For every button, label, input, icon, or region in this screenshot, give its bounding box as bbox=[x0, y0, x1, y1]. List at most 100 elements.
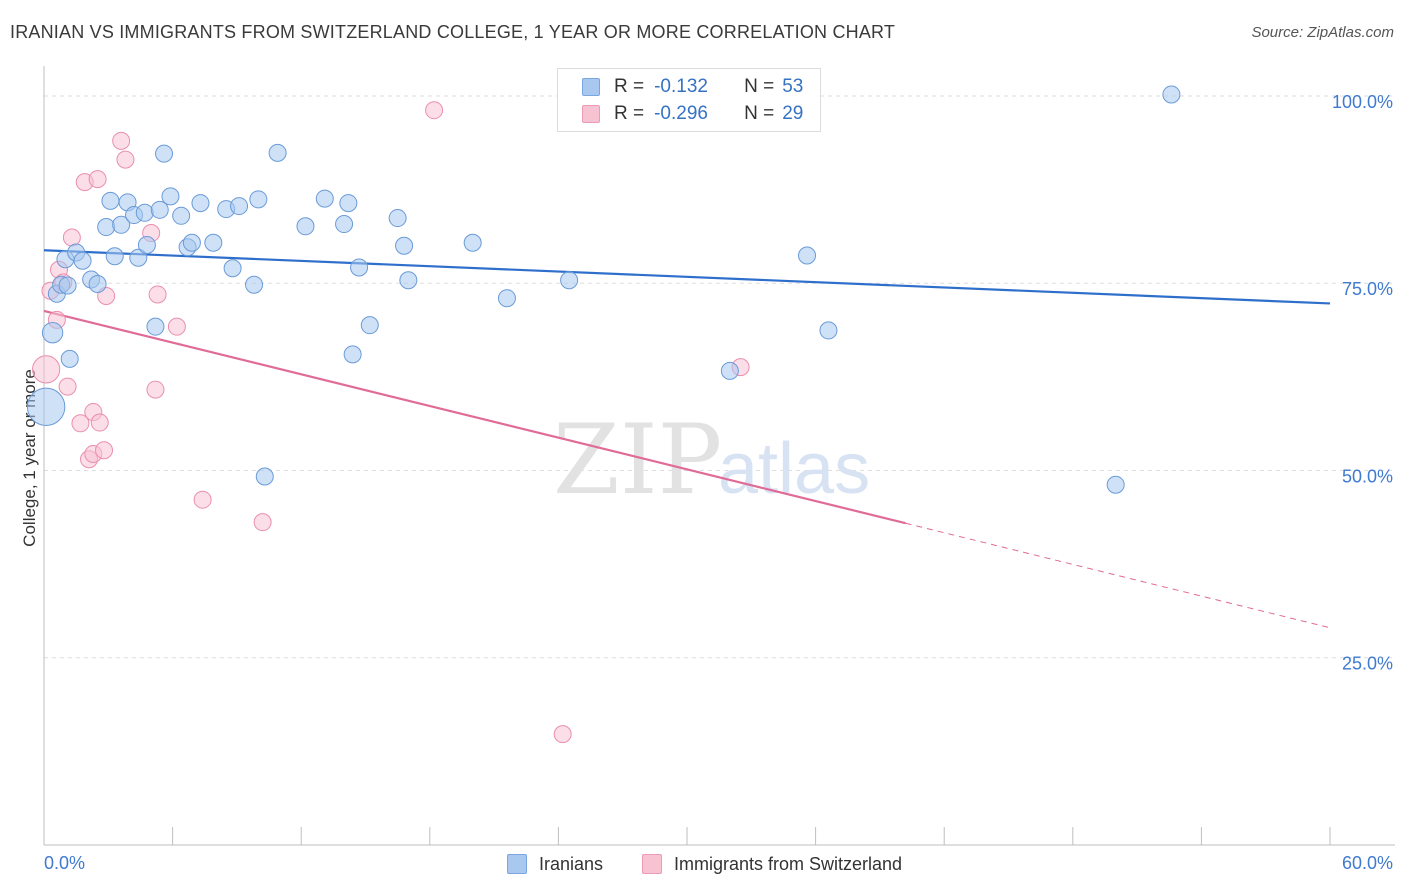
point-iranians bbox=[204, 233, 223, 252]
legend-item-iranians: Iranians bbox=[507, 852, 603, 876]
point-iranians bbox=[350, 258, 369, 277]
watermark-zip: ZIP bbox=[553, 404, 722, 516]
legend-swatch-iranians bbox=[507, 854, 527, 874]
point-switzerland bbox=[71, 414, 90, 433]
point-iranians bbox=[26, 387, 66, 427]
r-value: -0.296 bbox=[654, 103, 708, 124]
point-switzerland bbox=[90, 413, 109, 432]
point-iranians bbox=[339, 194, 358, 213]
point-switzerland bbox=[553, 725, 572, 744]
point-switzerland bbox=[253, 513, 272, 532]
point-iranians bbox=[335, 215, 354, 234]
point-switzerland bbox=[62, 228, 81, 247]
point-iranians bbox=[399, 271, 418, 290]
legend-swatch-iranians bbox=[582, 78, 600, 96]
point-iranians bbox=[60, 349, 79, 368]
point-iranians bbox=[245, 275, 264, 294]
r-label: R = bbox=[614, 103, 645, 124]
point-iranians bbox=[146, 317, 165, 336]
point-iranians bbox=[268, 143, 287, 162]
point-switzerland bbox=[193, 490, 212, 509]
point-iranians bbox=[223, 259, 242, 278]
point-iranians bbox=[161, 187, 180, 206]
point-iranians bbox=[1162, 85, 1181, 104]
y-tick-label: 25.0% bbox=[1342, 654, 1393, 674]
legend-item-switzerland: Immigrants from Switzerland bbox=[642, 852, 902, 876]
n-label: N = bbox=[744, 76, 775, 97]
point-iranians bbox=[1106, 475, 1125, 494]
point-switzerland bbox=[32, 355, 61, 384]
legend-label: Immigrants from Switzerland bbox=[674, 853, 903, 874]
point-iranians bbox=[255, 467, 274, 486]
n-label: N = bbox=[744, 103, 775, 124]
point-iranians bbox=[41, 321, 64, 344]
legend-swatch-switzerland bbox=[642, 854, 662, 874]
data-points bbox=[26, 85, 1181, 744]
stats-legend-row-iranians: R = -0.132 N = 53 bbox=[582, 76, 803, 98]
point-switzerland bbox=[95, 441, 114, 460]
y-tick-label: 100.0% bbox=[1332, 92, 1393, 112]
point-switzerland bbox=[425, 101, 444, 120]
stats-legend-row-switzerland: R = -0.296 N = 29 bbox=[582, 103, 803, 125]
point-iranians bbox=[296, 217, 315, 236]
point-iranians bbox=[135, 203, 154, 222]
point-switzerland bbox=[167, 317, 186, 336]
gridlines bbox=[44, 95, 1395, 659]
point-iranians bbox=[172, 206, 191, 225]
y-tick-label: 50.0% bbox=[1342, 466, 1393, 486]
point-iranians bbox=[155, 144, 174, 163]
point-switzerland bbox=[112, 131, 131, 150]
x-tick-label: 60.0% bbox=[1342, 853, 1393, 873]
point-iranians bbox=[58, 276, 77, 295]
point-iranians bbox=[560, 271, 579, 290]
point-iranians bbox=[230, 197, 249, 216]
point-iranians bbox=[112, 215, 131, 234]
point-iranians bbox=[388, 209, 407, 228]
point-iranians bbox=[150, 200, 169, 219]
point-iranians bbox=[798, 246, 817, 265]
point-iranians bbox=[182, 233, 201, 252]
point-iranians bbox=[249, 190, 268, 209]
point-iranians bbox=[105, 247, 124, 266]
y-tick-label: 75.0% bbox=[1342, 279, 1393, 299]
watermark-atlas: atlas bbox=[718, 429, 870, 509]
n-value: 53 bbox=[782, 76, 804, 97]
point-switzerland bbox=[58, 377, 77, 396]
watermark: ZIP atlas bbox=[553, 404, 870, 516]
point-iranians bbox=[463, 233, 482, 252]
point-switzerland bbox=[88, 170, 107, 189]
point-iranians bbox=[395, 236, 414, 255]
legend-swatch-switzerland bbox=[582, 105, 600, 123]
point-iranians bbox=[720, 361, 739, 380]
tick-labels: 25.0% 50.0% 75.0% 100.0% 0.0% 60.0% bbox=[44, 92, 1393, 873]
point-iranians bbox=[343, 345, 362, 364]
r-label: R = bbox=[614, 76, 645, 97]
x-tick-label: 0.0% bbox=[44, 853, 85, 873]
chart-title: IRANIAN VS IMMIGRANTS FROM SWITZERLAND C… bbox=[10, 22, 896, 42]
trend-line-switzerland-dashed bbox=[905, 522, 1331, 629]
point-iranians bbox=[191, 194, 210, 213]
point-iranians bbox=[315, 189, 334, 208]
point-iranians bbox=[129, 248, 148, 267]
point-iranians bbox=[497, 289, 516, 308]
trend-lines bbox=[43, 249, 1331, 629]
stats-legend: R = -0.132 N = 53 R = -0.296 N = 29 bbox=[557, 68, 821, 132]
legend-label: Iranians bbox=[539, 853, 604, 874]
trend-line-switzerland bbox=[43, 309, 906, 525]
trend-line-iranians bbox=[43, 249, 1331, 305]
point-switzerland bbox=[146, 380, 165, 399]
point-switzerland bbox=[116, 150, 135, 169]
point-iranians bbox=[73, 251, 92, 270]
point-iranians bbox=[97, 218, 116, 237]
point-switzerland bbox=[148, 285, 167, 304]
point-iranians bbox=[101, 191, 120, 210]
source-credit: Source: ZipAtlas.com bbox=[1251, 24, 1394, 41]
point-iranians bbox=[88, 274, 107, 293]
point-iranians bbox=[819, 321, 838, 340]
axes bbox=[43, 66, 1395, 846]
point-iranians bbox=[137, 236, 156, 255]
n-value: 29 bbox=[782, 103, 804, 124]
r-value: -0.132 bbox=[654, 76, 708, 97]
point-iranians bbox=[360, 316, 379, 335]
